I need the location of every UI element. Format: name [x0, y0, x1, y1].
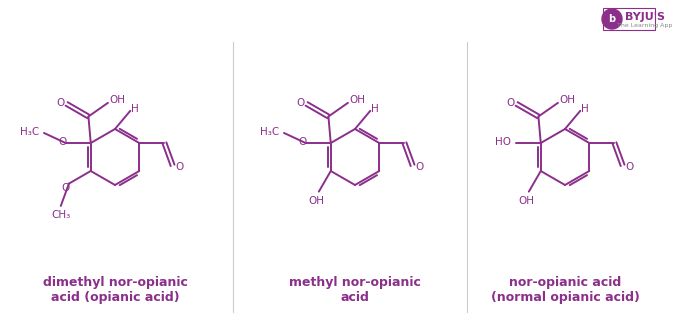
Text: O: O	[176, 162, 183, 172]
Text: O: O	[416, 162, 423, 172]
Text: BYJU'S: BYJU'S	[625, 12, 665, 22]
Text: H₃C: H₃C	[20, 127, 40, 137]
Text: O: O	[297, 98, 304, 108]
Text: O: O	[626, 162, 634, 172]
Text: OH: OH	[559, 95, 575, 105]
Text: The Learning App: The Learning App	[617, 24, 673, 29]
Text: O: O	[507, 98, 514, 108]
Text: OH: OH	[109, 95, 125, 105]
Text: b: b	[608, 14, 615, 24]
Bar	[603, 8, 655, 30]
Text: H: H	[372, 104, 379, 114]
Text: O: O	[57, 98, 64, 108]
Text: HO: HO	[495, 137, 510, 147]
Text: H: H	[582, 104, 589, 114]
Text: O: O	[58, 137, 66, 147]
Text: dimethyl nor-opianic
acid (opianic acid): dimethyl nor-opianic acid (opianic acid)	[43, 276, 188, 304]
Text: O: O	[298, 137, 307, 147]
Text: CH₃: CH₃	[51, 210, 71, 220]
Text: OH: OH	[519, 196, 535, 206]
Text: OH: OH	[349, 95, 365, 105]
Text: OH: OH	[309, 196, 325, 206]
Text: methyl nor-opianic
acid: methyl nor-opianic acid	[289, 276, 421, 304]
Text: O: O	[62, 183, 70, 193]
Circle shape	[602, 9, 622, 29]
Text: H₃C: H₃C	[260, 127, 279, 137]
Text: nor-opianic acid
(normal opianic acid): nor-opianic acid (normal opianic acid)	[491, 276, 639, 304]
Text: H: H	[132, 104, 139, 114]
